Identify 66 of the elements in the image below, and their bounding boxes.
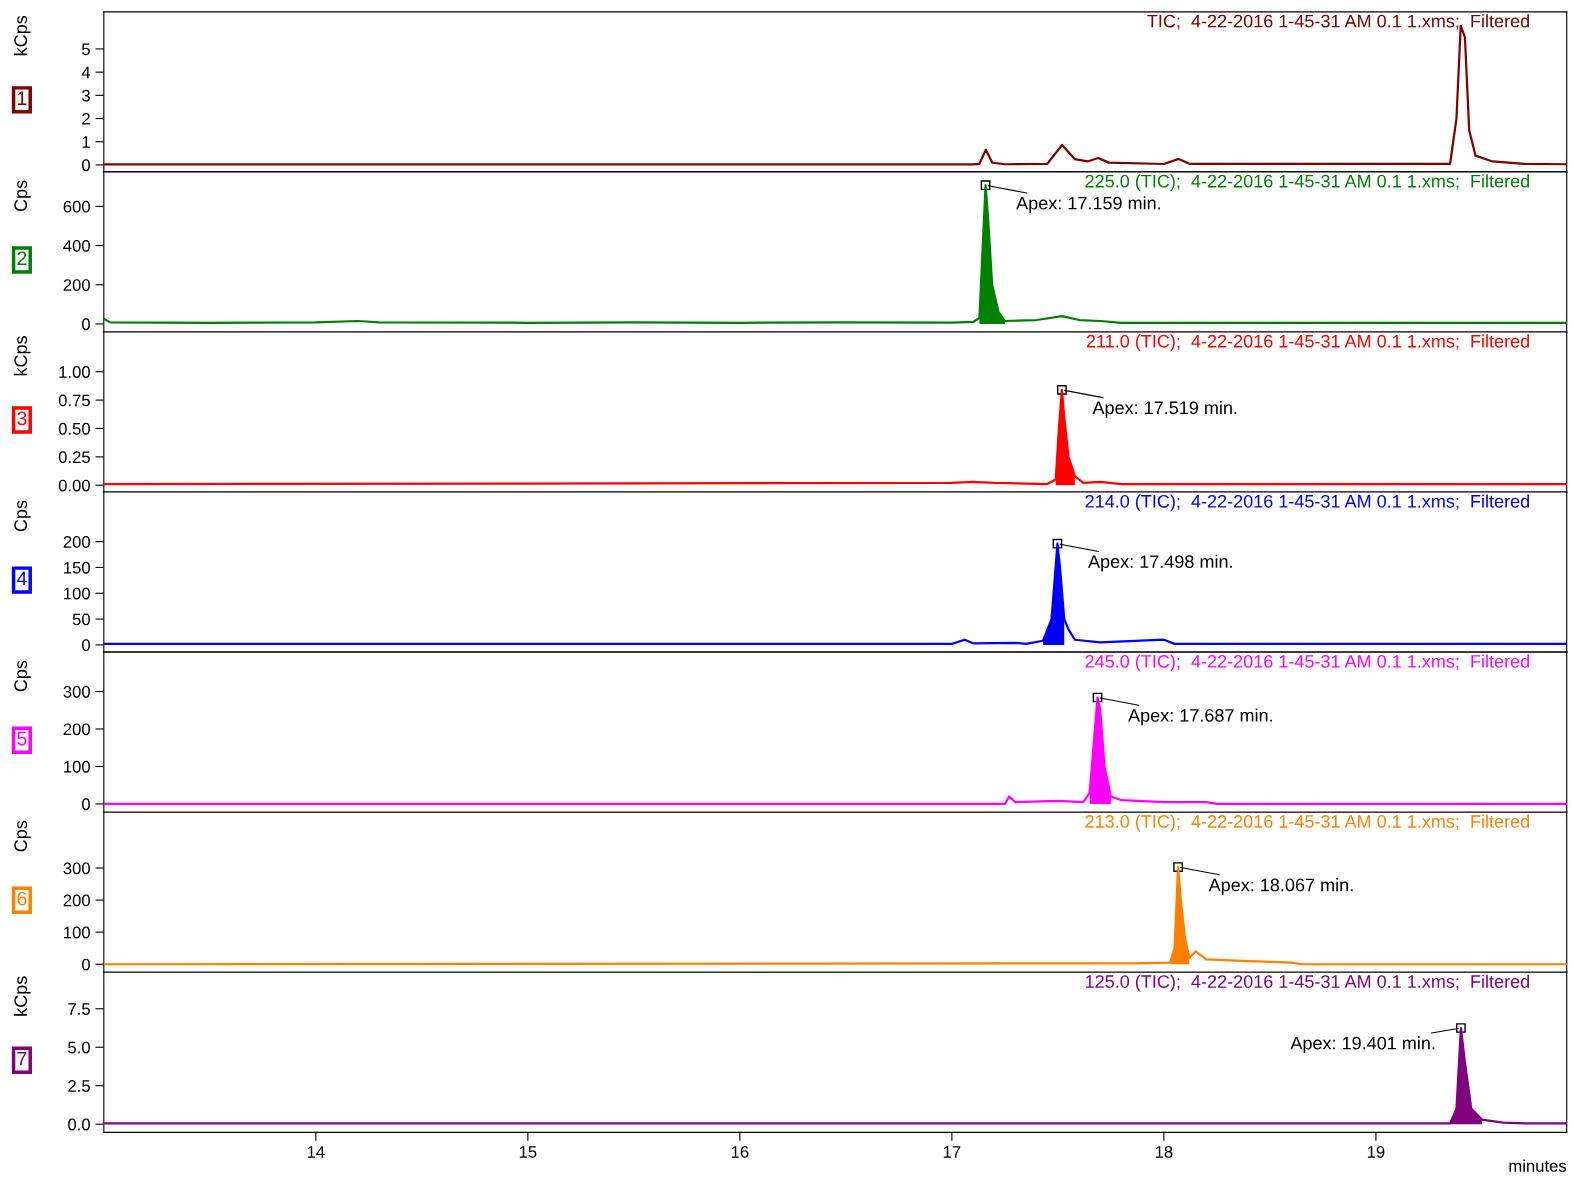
chart-title: TIC; 4-22-2016 1-45-31 AM 0.1 1.xms; Filtered bbox=[1147, 14, 1529, 30]
y-tick-label: 5.0 bbox=[68, 1041, 90, 1054]
chart-title: 125.0 (TIC); 4-22-2016 1-45-31 AM 0.1 1.xms; Filtered bbox=[1085, 974, 1530, 992]
annotation: Apex: 17.498 min. bbox=[1088, 554, 1232, 572]
y-tick-label: 50 bbox=[72, 613, 90, 626]
y-tick-label: 100 bbox=[64, 760, 90, 773]
y-tick-label: 200 bbox=[63, 894, 90, 907]
y-tick-label: 1 bbox=[82, 136, 90, 148]
y-tick-label: 2.5 bbox=[68, 1080, 90, 1092]
annotation: Apex: 17.159 min. bbox=[1016, 196, 1161, 214]
y-tick-label: 0.25 bbox=[58, 451, 90, 464]
x-tick-label: 16 bbox=[731, 1145, 749, 1158]
y-axis-title: Cps bbox=[14, 820, 31, 852]
annotation: Apex: 19.401 min. bbox=[1290, 1036, 1435, 1054]
chart-title: 211.0 (TIC); 4-22-2016 1-45-31 AM 0.1 1.xms; Filtered bbox=[1086, 334, 1530, 352]
y-axis-title: kCps bbox=[13, 15, 31, 56]
text: 3 bbox=[17, 411, 27, 426]
text: 6 bbox=[17, 891, 27, 906]
y-tick-label: 300 bbox=[63, 862, 90, 875]
y-tick-label: 1.00 bbox=[59, 366, 90, 378]
y-tick-label: 0 bbox=[82, 798, 90, 811]
y-axis-title: Cps bbox=[14, 180, 31, 212]
annotation: Apex: 17.519 min. bbox=[1092, 400, 1237, 418]
text: 2 bbox=[17, 251, 27, 265]
text: 4 bbox=[16, 571, 27, 586]
x-tick-label: 18 bbox=[1155, 1145, 1173, 1158]
y-tick-label: 0 bbox=[82, 639, 90, 652]
y-tick-label: 0.00 bbox=[58, 479, 90, 492]
y-tick-label: 0 bbox=[82, 318, 90, 331]
y-tick-label: 0 bbox=[82, 958, 90, 971]
y-tick-label: 200 bbox=[63, 723, 90, 736]
text: 1 bbox=[17, 91, 27, 105]
chart-title: 225.0 (TIC); 4-22-2016 1-45-31 AM 0.1 1.xms; Filtered bbox=[1085, 174, 1530, 192]
text: 5 bbox=[17, 731, 27, 746]
x-axis-title: minutes bbox=[1509, 1159, 1567, 1172]
y-tick-label: 150 bbox=[64, 561, 90, 574]
chart-title: 245.0 (TIC); 4-22-2016 1-45-31 AM 0.1 1.xms; Filtered bbox=[1085, 654, 1530, 672]
y-axis-title: Cps bbox=[14, 660, 31, 692]
y-tick-label: 3 bbox=[81, 89, 90, 102]
y-tick-label: 400 bbox=[63, 239, 90, 252]
y-axis-title: kCps bbox=[13, 336, 31, 376]
y-tick-label: 300 bbox=[63, 685, 90, 698]
y-tick-label: 2 bbox=[82, 112, 90, 125]
y-tick-label: 200 bbox=[63, 279, 90, 291]
y-axis-title: kCps bbox=[13, 976, 31, 1016]
y-tick-label: 0.0 bbox=[68, 1118, 90, 1131]
x-tick-label: 14 bbox=[307, 1146, 325, 1158]
y-tick-label: 0 bbox=[82, 159, 90, 172]
y-tick-label: 100 bbox=[64, 587, 90, 600]
y-tick-label: 0.50 bbox=[58, 422, 90, 435]
y-tick-label: 0.75 bbox=[58, 394, 90, 407]
text: 7 bbox=[17, 1051, 27, 1066]
y-tick-label: 7.5 bbox=[68, 1003, 90, 1015]
y-tick-label: 5 bbox=[82, 43, 90, 56]
y-axis-title: Cps bbox=[14, 500, 31, 532]
annotation: Apex: 17.687 min. bbox=[1128, 708, 1272, 726]
y-tick-label: 4 bbox=[81, 66, 91, 79]
x-tick-label: 15 bbox=[519, 1146, 537, 1158]
chart-title: 214.0 (TIC); 4-22-2016 1-45-31 AM 0.1 1.xms; Filtered bbox=[1085, 494, 1530, 512]
y-tick-label: 100 bbox=[64, 926, 90, 939]
chart-title: 213.0 (TIC); 4-22-2016 1-45-31 AM 0.1 1.xms; Filtered bbox=[1085, 814, 1530, 832]
y-tick-label: 600 bbox=[63, 200, 90, 213]
annotation: Apex: 18.067 min. bbox=[1208, 878, 1353, 895]
x-tick-label: 17 bbox=[943, 1146, 961, 1158]
y-tick-label: 200 bbox=[63, 536, 90, 548]
x-tick-label: 19 bbox=[1367, 1145, 1385, 1158]
